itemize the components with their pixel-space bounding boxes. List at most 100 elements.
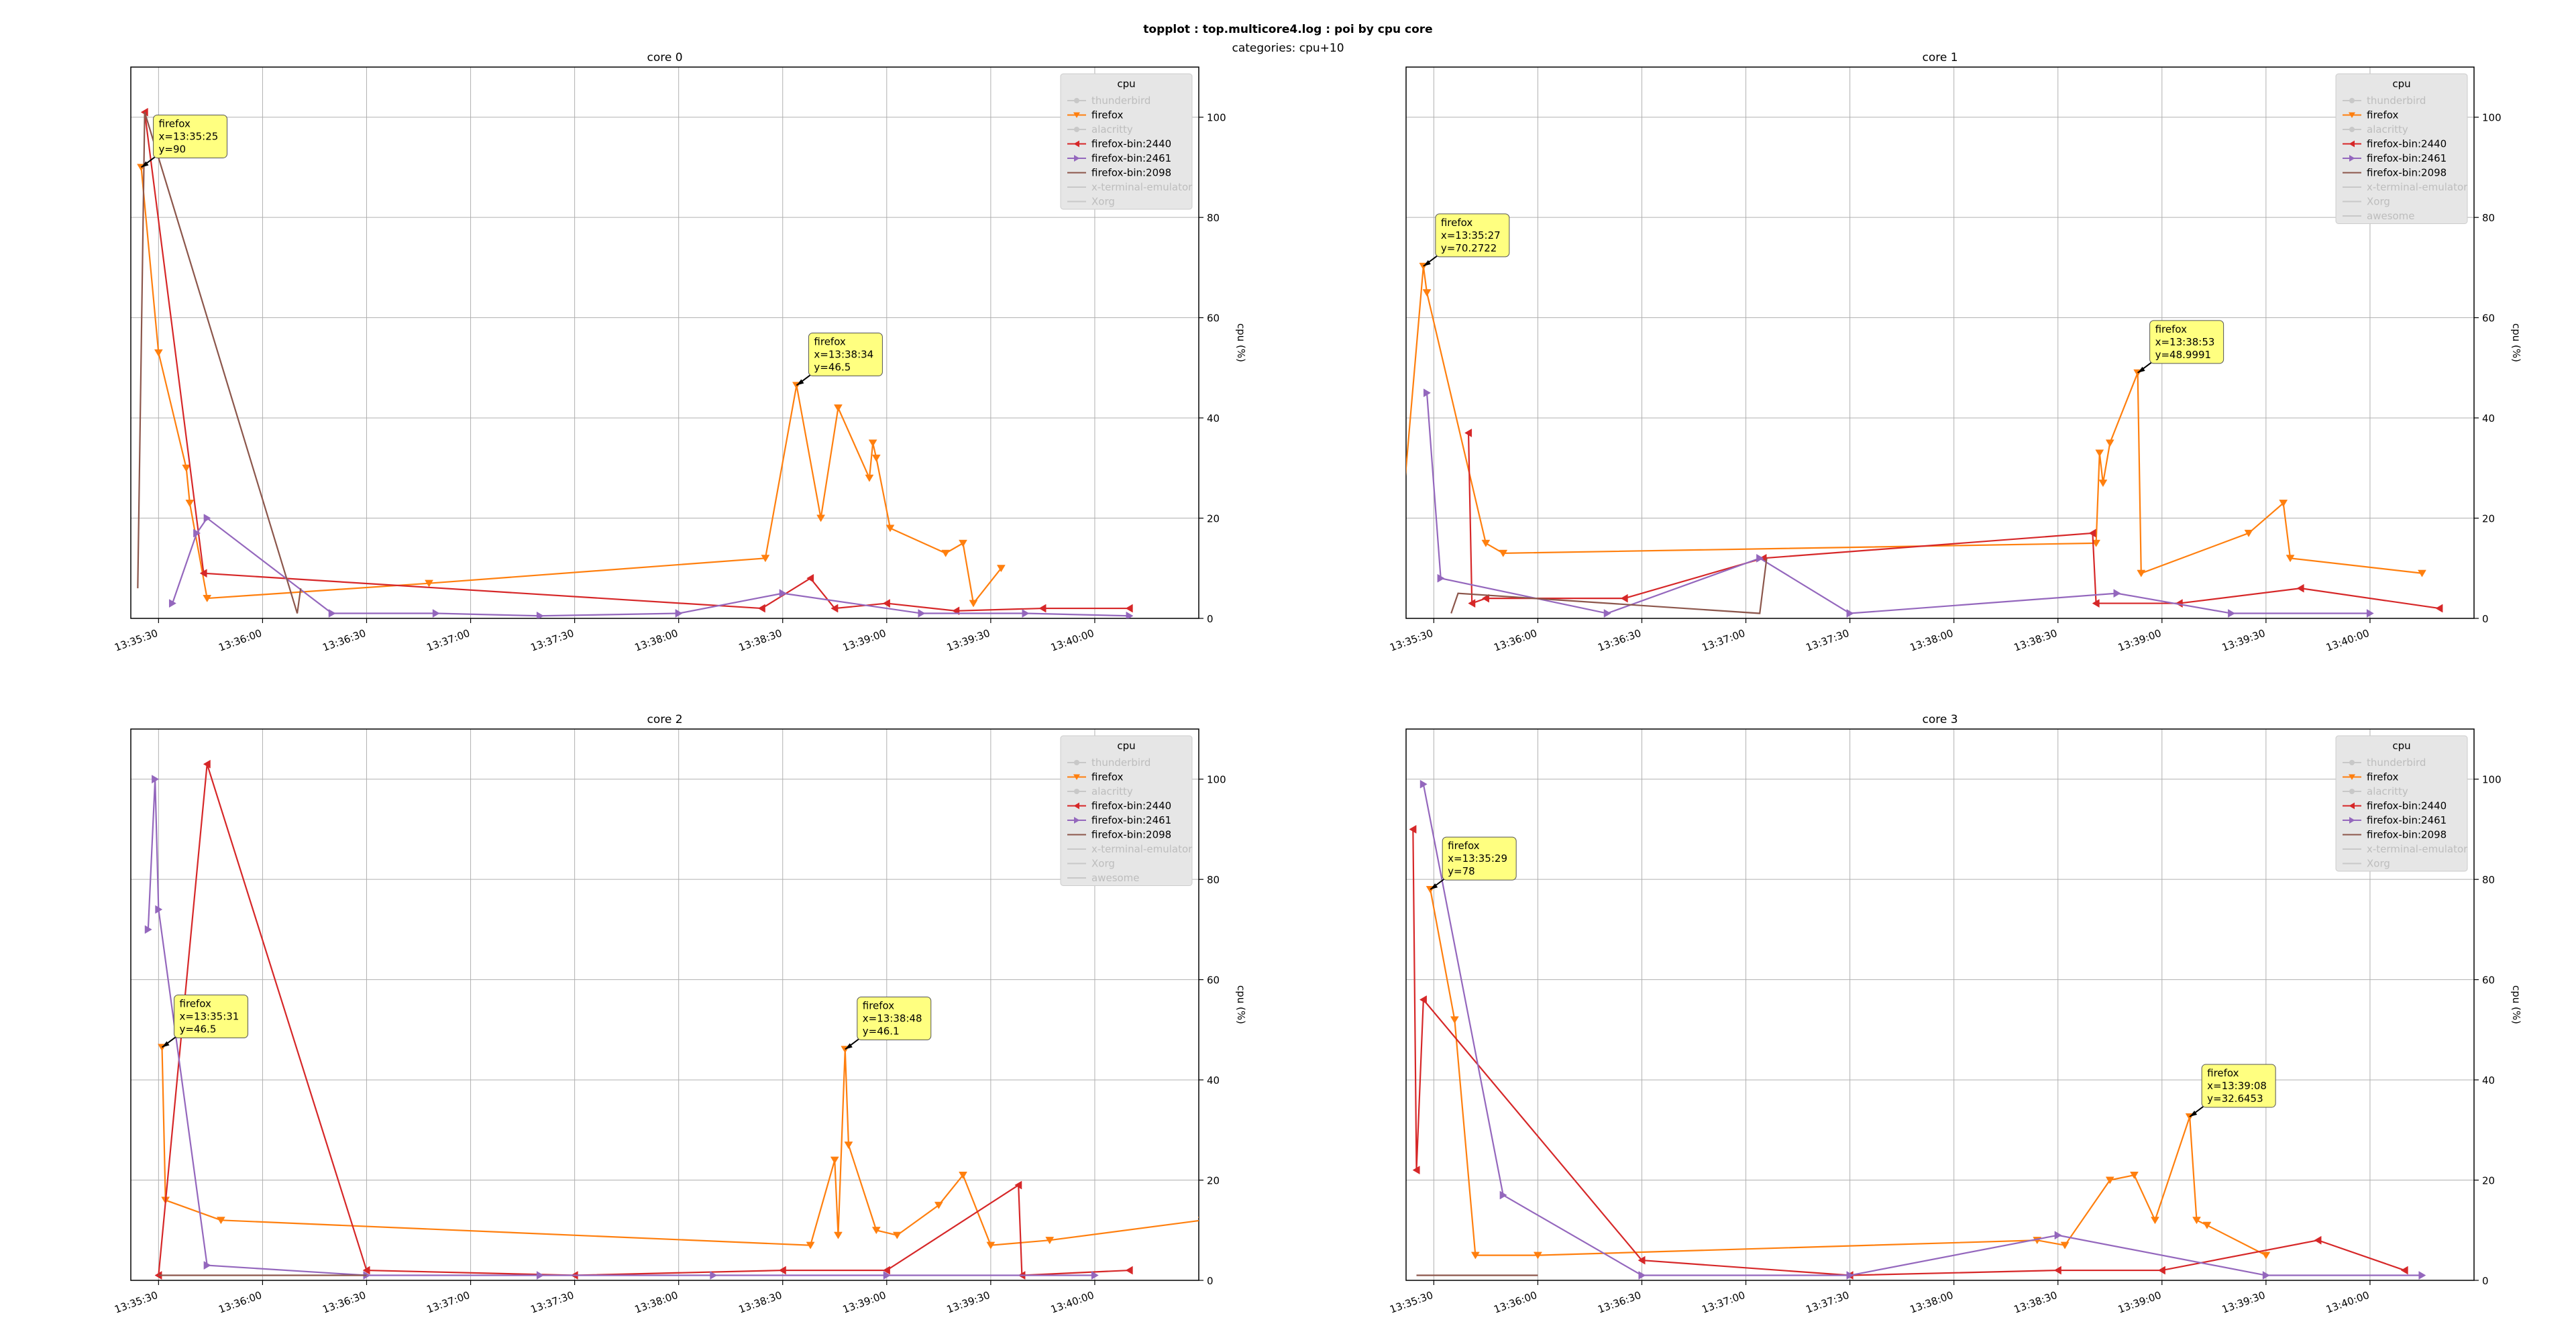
plot-area: [1409, 779, 2426, 1280]
legend-entry-label: x-terminal-emulator: [2367, 843, 2468, 855]
legend-box: [1060, 735, 1193, 886]
data-point: [1620, 594, 1628, 603]
annotation-text: firefox: [2207, 1067, 2239, 1079]
annotation-text: x=13:35:31: [180, 1011, 239, 1023]
y-axis-label: cpu (%): [1235, 985, 1247, 1024]
data-point: [1038, 604, 1046, 613]
plot-area: [137, 107, 1134, 618]
figure-subtitle: categories: cpu+10: [1232, 42, 1344, 55]
x-tick-label: 13:37:30: [1805, 627, 1851, 654]
annotation-text: firefox: [1448, 840, 1480, 852]
data-point: [2095, 449, 2104, 457]
legend-swatch-marker: [2349, 802, 2355, 810]
data-point: [1045, 1237, 1055, 1245]
annotation-arrow-head: [1423, 260, 1431, 266]
data-point: [154, 349, 163, 357]
annotation-arrow-head: [162, 1041, 170, 1048]
legend: cpu thunderbird firefox alacritty firefox-bi…: [2335, 735, 2468, 872]
data-point: [2400, 1266, 2408, 1275]
annotation-box: [808, 333, 883, 377]
annotation-box: [2201, 1064, 2276, 1108]
legend-swatch-marker: [1073, 112, 1080, 118]
legend-swatch-marker: [1074, 817, 1080, 824]
x-tick-label: 13:39:00: [2116, 627, 2163, 654]
annotation-arrow-head: [2137, 366, 2145, 373]
y-tick-label: 60: [1207, 313, 1220, 325]
data-point: [328, 609, 336, 618]
x-tick-label: 13:36:30: [1596, 1289, 1642, 1316]
legend-entry-label: firefox-bin:2098: [1091, 829, 1171, 841]
series-line: [1430, 889, 2267, 1256]
legend-entry-label: Xorg: [1091, 196, 1115, 208]
data-point: [969, 600, 978, 608]
series-line: [1422, 783, 2422, 1276]
y-tick-label: 0: [2482, 613, 2489, 625]
x-tick-label: 13:38:30: [737, 1289, 784, 1316]
series-line: [1450, 558, 1768, 614]
y-tick-label: 0: [2482, 1275, 2489, 1287]
data-point: [778, 1266, 786, 1275]
x-tick-label: 13:40:00: [2324, 1289, 2371, 1316]
y-tick-label: 20: [2482, 513, 2495, 525]
data-point: [1423, 388, 1431, 398]
legend-entry-label: alacritty: [2367, 123, 2408, 135]
chart-panel: core 1 0 20 40 60 80 100 cpu (%) 13:35:30 13:36:0…: [1388, 51, 2522, 654]
legend-swatch-marker: [1074, 789, 1079, 794]
y-tick-label: 60: [2482, 313, 2495, 325]
annotation-text: x=13:38:48: [863, 1013, 922, 1025]
legend-entry-label: Xorg: [2367, 196, 2390, 208]
legend-entry-label: alacritty: [1091, 123, 1133, 135]
y-tick-label: 80: [2482, 212, 2495, 224]
annotation-text: firefox: [1441, 217, 1473, 229]
plot-area: [144, 759, 1199, 1280]
plot-area: [1406, 262, 2443, 618]
data-point: [996, 565, 1006, 573]
y-tick-label: 20: [2482, 1175, 2495, 1187]
annotation-text: y=78: [1448, 865, 1475, 877]
data-point: [2105, 439, 2114, 447]
legend: cpu thunderbird firefox alacritty firefox-bi…: [1060, 735, 1193, 886]
data-point: [844, 1142, 853, 1150]
data-point: [834, 404, 843, 412]
data-point: [1412, 1166, 1420, 1175]
data-point: [882, 1266, 890, 1275]
data-point: [1126, 611, 1134, 618]
x-tick-label: 13:40:00: [2324, 627, 2371, 654]
data-point: [2053, 1266, 2061, 1275]
y-tick-label: 100: [1207, 112, 1226, 124]
data-point: [1437, 573, 1445, 583]
x-tick-label: 13:38:30: [2012, 1289, 2059, 1316]
data-point: [425, 579, 433, 588]
data-point: [761, 555, 770, 563]
x-tick-label: 13:37:00: [1700, 627, 1746, 654]
legend-entry-label: awesome: [1091, 872, 1140, 884]
annotation-arrow-head: [796, 379, 804, 386]
x-tick-label: 13:39:00: [841, 1289, 888, 1316]
data-point: [1846, 609, 1854, 618]
data-point: [1125, 604, 1133, 613]
x-tick-label: 13:39:00: [2116, 1289, 2163, 1316]
x-tick-label: 13:37:00: [425, 627, 471, 654]
data-point: [2435, 604, 2443, 613]
data-point: [2088, 529, 2096, 538]
data-point: [2279, 500, 2288, 508]
legend-entry-label: firefox: [2367, 771, 2399, 783]
annotation-text: x=13:35:27: [1441, 229, 1501, 241]
y-axis-label: cpu (%): [2510, 323, 2522, 362]
legend-swatch-marker: [1074, 155, 1080, 162]
legend-entry-label: thunderbird: [1091, 757, 1150, 769]
data-point: [2366, 609, 2374, 618]
y-tick-label: 0: [1207, 613, 1214, 625]
legend-entry-label: firefox-bin:2461: [1091, 814, 1171, 826]
legend-swatch-marker: [1074, 127, 1079, 132]
plot-frame: [1405, 728, 2475, 1281]
data-point: [182, 464, 191, 472]
data-point: [193, 529, 201, 538]
data-point: [199, 569, 207, 578]
data-point: [2105, 1176, 2114, 1184]
legend-entry-label: firefox-bin:2461: [1091, 152, 1171, 164]
data-point: [934, 1201, 943, 1209]
data-point: [2092, 599, 2100, 608]
